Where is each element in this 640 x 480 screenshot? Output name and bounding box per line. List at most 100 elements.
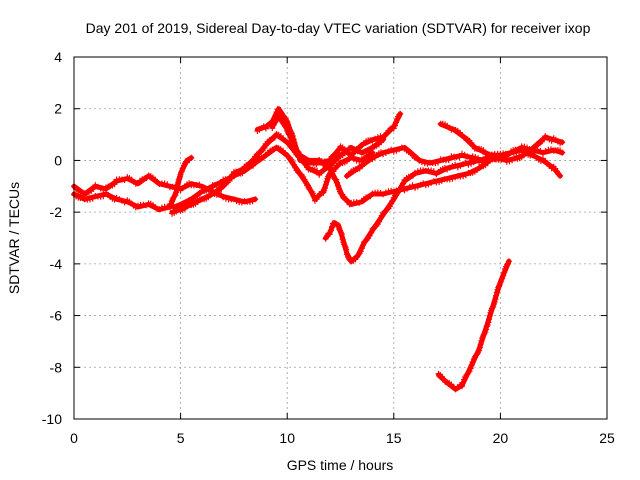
data-point xyxy=(87,196,93,203)
data-point xyxy=(239,167,246,174)
data-point xyxy=(504,261,510,268)
data-point xyxy=(428,167,435,174)
data-point xyxy=(172,192,179,198)
data-point xyxy=(456,154,463,161)
data-point xyxy=(302,179,309,186)
data-point xyxy=(477,341,484,348)
data-point xyxy=(250,158,257,164)
data-point xyxy=(400,180,407,187)
data-point xyxy=(282,122,289,129)
data-point xyxy=(161,180,168,187)
chart-title: Day 201 of 2019, Sidereal Day-to-day VTE… xyxy=(86,20,591,36)
x-tick-label: 0 xyxy=(70,430,78,446)
data-point xyxy=(386,203,393,210)
data-point xyxy=(269,125,276,132)
data-point xyxy=(295,149,302,156)
series-arc-9 xyxy=(437,120,566,165)
data-point xyxy=(301,176,308,183)
data-point xyxy=(460,379,467,386)
data-point xyxy=(390,148,397,155)
data-point xyxy=(553,168,560,175)
data-point xyxy=(353,157,360,164)
data-point xyxy=(489,304,496,311)
data-point xyxy=(368,229,375,236)
data-point xyxy=(483,326,490,333)
data-point xyxy=(435,159,441,166)
series-arc-10 xyxy=(435,258,512,393)
y-tick-label: -6 xyxy=(50,308,63,324)
data-point xyxy=(252,196,259,203)
data-point xyxy=(389,197,396,204)
data-point xyxy=(334,179,341,186)
data-point xyxy=(492,296,499,303)
y-tick-label: 2 xyxy=(54,101,62,117)
data-point xyxy=(380,151,387,158)
data-point xyxy=(472,154,479,160)
data-point xyxy=(480,147,487,154)
data-point xyxy=(559,149,566,156)
data-point xyxy=(314,167,320,174)
data-point xyxy=(496,283,502,290)
data-point xyxy=(452,174,459,181)
data-point xyxy=(289,138,296,145)
data-point xyxy=(261,145,268,151)
data-point xyxy=(271,134,278,141)
data-point xyxy=(343,246,350,253)
data-point xyxy=(397,110,404,117)
data-point xyxy=(100,193,107,200)
data-point xyxy=(542,148,549,154)
data-point xyxy=(305,157,312,164)
data-point xyxy=(493,292,500,299)
data-point xyxy=(396,111,403,118)
data-point xyxy=(207,185,214,192)
data-point xyxy=(333,176,340,183)
x-axis-label: GPS time / hours xyxy=(287,457,394,473)
data-point xyxy=(419,159,425,166)
data-point xyxy=(322,185,328,192)
data-point xyxy=(460,173,467,180)
data-point xyxy=(290,161,297,168)
data-point xyxy=(188,154,195,161)
data-point xyxy=(366,232,373,239)
data-point xyxy=(336,147,342,154)
data-point xyxy=(90,185,97,192)
y-tick-label: -10 xyxy=(42,411,62,427)
x-tick-label: 20 xyxy=(493,430,509,446)
data-point xyxy=(491,298,498,305)
data-point xyxy=(288,135,295,142)
y-tick-label: -4 xyxy=(50,256,63,272)
data-point xyxy=(478,338,485,344)
data-point xyxy=(358,245,365,252)
data-point xyxy=(465,161,472,168)
data-point xyxy=(352,256,359,263)
data-point xyxy=(398,183,405,190)
data-point xyxy=(327,227,334,234)
data-point xyxy=(294,148,301,155)
x-tick-label: 15 xyxy=(386,430,402,446)
y-tick-label: 0 xyxy=(54,152,62,168)
data-point xyxy=(167,200,174,207)
data-point xyxy=(179,165,186,172)
data-point xyxy=(359,242,366,249)
data-point xyxy=(491,152,497,159)
data-point xyxy=(468,362,475,369)
data-point xyxy=(310,192,317,199)
data-point xyxy=(390,125,397,132)
data-point xyxy=(339,236,346,243)
data-point xyxy=(321,187,328,194)
data-point xyxy=(171,193,178,200)
data-point xyxy=(493,289,500,296)
data-point xyxy=(476,344,483,351)
data-series xyxy=(71,106,566,393)
data-point xyxy=(338,231,345,237)
data-point xyxy=(343,251,350,258)
data-point xyxy=(470,142,476,149)
data-point xyxy=(505,258,512,265)
data-point xyxy=(469,359,476,365)
data-point xyxy=(177,171,184,178)
data-point xyxy=(499,275,506,282)
data-point xyxy=(218,185,225,192)
data-point xyxy=(382,189,389,196)
